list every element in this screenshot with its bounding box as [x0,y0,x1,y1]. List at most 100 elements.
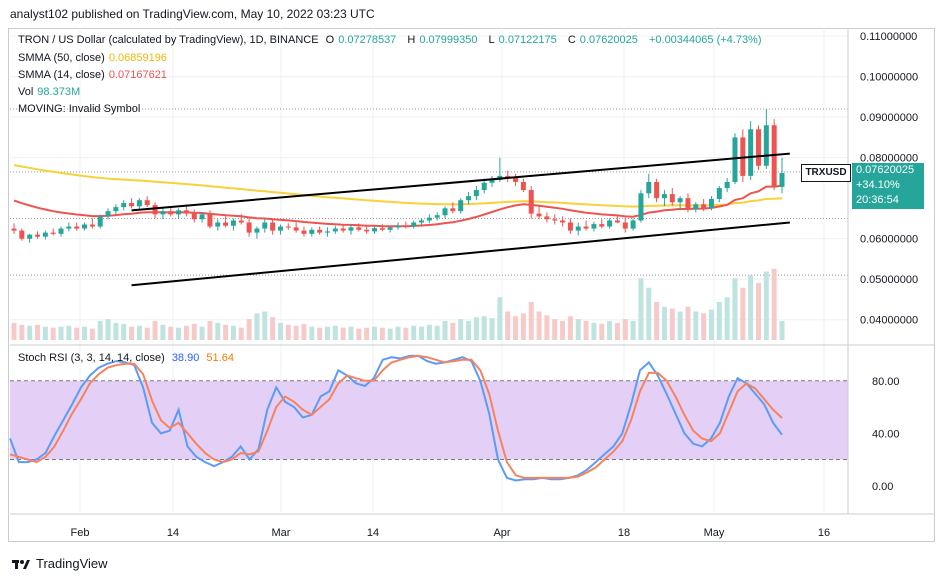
volume-bar [458,319,464,340]
candle-body [779,173,785,187]
smma50-legend: SMMA (50, close) 0.06859196 [18,52,167,64]
volume-bar [442,321,448,340]
volume-bar [701,313,707,340]
volume-bar [113,322,119,340]
volume-bar [685,306,691,340]
volume-bar [505,311,511,340]
x-tick-label: Mar [272,527,291,539]
volume-bar [168,326,174,340]
candle-body [450,208,456,212]
smma14-value: 0.07167621 [108,69,167,81]
candle-body [82,224,88,229]
candle-body [144,200,150,206]
candle-body [42,232,48,237]
candle-body [152,205,158,215]
candle-body [560,220,566,223]
volume-bar [82,326,88,340]
volume-bar [215,322,221,340]
x-tick-label: 16 [818,527,830,539]
candle-body [35,234,41,237]
volume-bar [779,321,785,340]
smma50-path [13,164,783,208]
volume-bar [387,328,393,340]
volume-bar [121,323,127,340]
volume-bar [755,283,761,340]
candle-body [708,198,714,209]
candle-body [395,225,401,228]
candle-body [473,190,479,197]
symbol-legend: TRON / US Dollar (calculated by TradingV… [18,34,762,46]
candle-body [58,228,64,234]
stoch-legend: Stoch RSI (3, 3, 14, 14, close) 38.90 51… [18,352,234,364]
volume-bar [74,327,80,340]
tradingview-footer[interactable]: TradingView [12,556,108,571]
volume-bar [708,309,714,340]
candle-body [583,226,589,229]
candle-body [654,181,660,199]
stoch-d-value: 51.64 [206,352,234,364]
candle-body [50,232,56,234]
volume-bar [238,327,244,340]
y-tick-label: 0.11000000 [860,31,917,43]
volume-bar [277,322,283,340]
volume-bar [614,322,620,340]
high-value: 0.07999350 [419,34,478,46]
candle-body [364,229,370,232]
volume-bar [89,328,95,340]
volume-bar [379,327,385,340]
y-tick-label: 0.09000000 [860,112,918,124]
candle-body [207,214,213,227]
symbol-name: TRON / US Dollar (calculated by TradingV… [18,34,319,46]
volume-bar [58,326,64,340]
volume-bar [371,326,377,340]
volume-bar [97,321,103,340]
candle-body [238,220,244,223]
stoch-rsi-panel [9,354,848,482]
last-price: 0.07620025 [856,164,915,176]
volume-bar [129,326,135,340]
candle-body [403,225,409,227]
volume-bar [669,308,675,340]
y-tick-label: 0.04000000 [860,315,918,327]
candle-body [740,137,746,176]
candle-body [136,200,142,207]
volume-bar [638,278,644,340]
tradingview-logo-icon [12,559,30,569]
volume-bar [552,319,558,340]
candle-body [716,188,722,199]
x-tick-label: Feb [71,527,90,539]
candle-body [183,210,189,214]
candle-body [246,222,252,233]
stoch-tick-label: 0.00 [872,481,893,493]
stoch-tick-label: 80.00 [872,376,900,388]
x-tick-label: May [704,527,725,539]
candle-body [614,220,620,223]
candle-body [638,193,644,221]
volume-bar [348,326,354,340]
volume-bar [230,325,236,340]
candle-body [160,211,166,215]
volume-bar [395,326,401,340]
volume-bar [583,321,589,340]
y-tick-label: 0.10000000 [860,72,918,84]
candle-body [324,231,330,233]
candle-body [567,222,573,231]
volume-bar [207,321,213,340]
grid-lines [10,28,848,512]
volume-bar [262,311,268,340]
candle-body [11,228,17,231]
volume-bar [152,321,158,340]
last-price-box: 0.07620025 +34.10% 20:36:54 [852,163,924,209]
stoch-k-value: 38.90 [171,352,200,364]
moving-legend: MOVING: Invalid Symbol [18,103,141,115]
volume-bar [466,321,472,340]
candles [11,109,785,243]
candle-body [230,220,236,226]
candle-body [434,215,440,218]
volume-bar [223,324,229,340]
candle-body [622,222,628,229]
volume-bar [740,287,746,340]
volume-bar [340,327,346,340]
tradingview-brand: TradingView [36,556,108,571]
